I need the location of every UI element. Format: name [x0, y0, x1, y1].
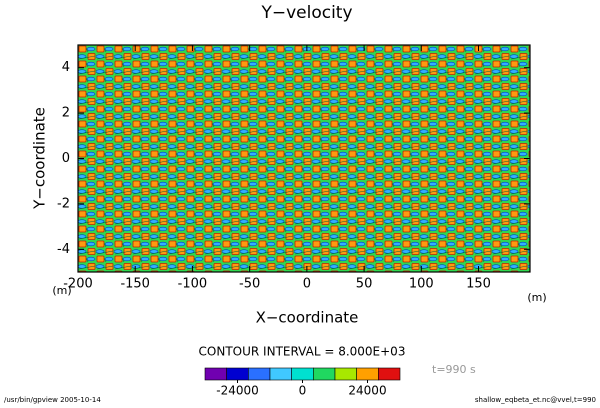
y-tick-label: -2: [57, 196, 70, 211]
footer-left: /usr/bin/gpview 2005-10-14: [4, 396, 101, 404]
contour-interval: CONTOUR INTERVAL = 8.000E+03: [199, 345, 406, 359]
colorbar-segment: [378, 367, 401, 381]
contour-field: [77, 44, 531, 273]
x-tick-label: -200: [63, 277, 93, 292]
colorbar-segment: [356, 367, 379, 381]
x-tick-label: -150: [120, 277, 150, 292]
colorbar-segment: [269, 367, 292, 381]
y-axis-label: Y−coordinate: [31, 107, 49, 210]
x-unit: (m): [527, 291, 546, 304]
colorbar-segment: [226, 367, 249, 381]
x-tick-label: -100: [178, 277, 208, 292]
colorbar-tick-label: 24000: [348, 384, 386, 398]
x-tick-label: -50: [239, 277, 260, 292]
colorbar-tick-label: -24000: [216, 384, 259, 398]
colorbar-segment: [313, 367, 336, 381]
colorbar-segment: [204, 367, 227, 381]
x-tick-label: 0: [303, 277, 311, 292]
y-tick-label: 4: [62, 60, 70, 75]
y-tick-label: 2: [62, 106, 70, 121]
y-tick-label: -4: [57, 242, 70, 257]
footer-right: shallow_eqbeta_et.nc@vvel,t=990: [475, 396, 596, 404]
colorbar-tick-label: 0: [299, 384, 307, 398]
x-tick-label: 50: [356, 277, 373, 292]
y-tick-label: 0: [62, 151, 70, 166]
chart-title: Y−velocity: [260, 3, 352, 23]
x-axis-label: X−coordinate: [256, 309, 359, 327]
y-unit: (m): [52, 284, 71, 297]
x-tick-label: 150: [466, 277, 491, 292]
colorbar-segment: [291, 367, 314, 381]
colorbar-segment: [334, 367, 357, 381]
time-label: t=990 s: [432, 363, 476, 376]
x-tick-label: 100: [409, 277, 434, 292]
colorbar-segment: [248, 367, 271, 381]
